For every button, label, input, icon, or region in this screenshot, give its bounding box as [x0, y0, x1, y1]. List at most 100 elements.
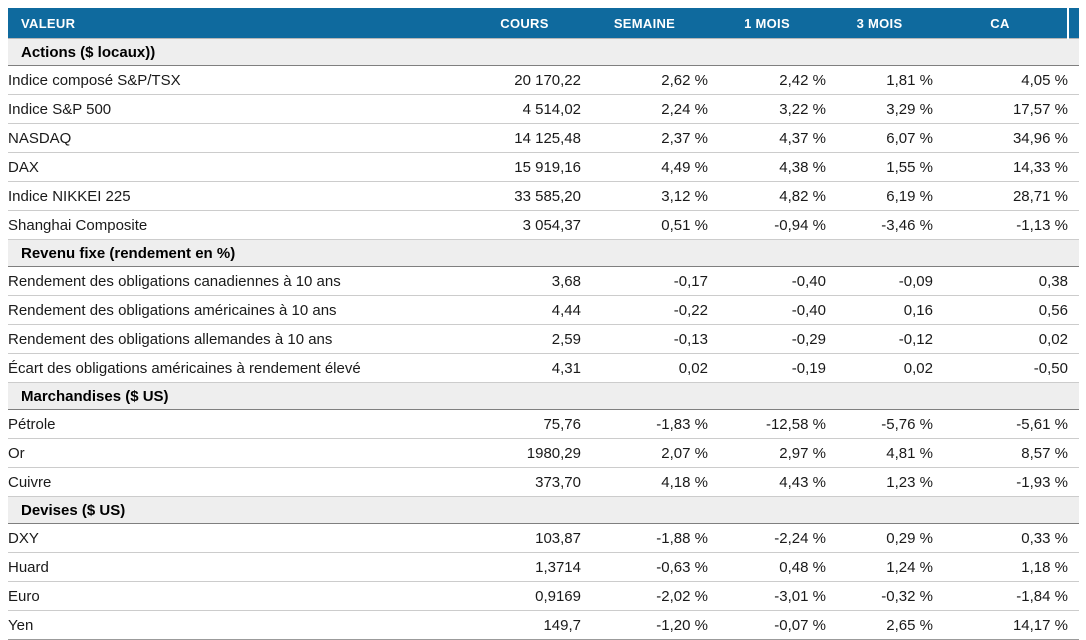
- spare-cell: [1068, 66, 1079, 95]
- 3mois-value: -0,12: [826, 325, 933, 354]
- table-row: Rendement des obligations allemandes à 1…: [8, 325, 1079, 354]
- 1mois-value: -12,58 %: [708, 410, 826, 439]
- cours-value: 4,31: [468, 354, 581, 383]
- semaine-value: -0,13: [581, 325, 708, 354]
- semaine-value: 4,18 %: [581, 468, 708, 497]
- spare-cell: [1068, 267, 1079, 296]
- column-header-semaine: SEMAINE: [581, 8, 708, 39]
- cours-value: 1,3714: [468, 553, 581, 582]
- row-label: Indice S&P 500: [8, 95, 468, 124]
- section-row: Devises ($ US): [8, 497, 1079, 524]
- table-row: Indice NIKKEI 22533 585,203,12 %4,82 %6,…: [8, 182, 1079, 211]
- cours-value: 3 054,37: [468, 211, 581, 240]
- table-row: Or1980,292,07 %2,97 %4,81 %8,57 %: [8, 439, 1079, 468]
- semaine-value: 3,12 %: [581, 182, 708, 211]
- section-title: Devises ($ US): [8, 497, 1079, 524]
- 3mois-value: 0,02: [826, 354, 933, 383]
- ca-value: -0,50: [933, 354, 1068, 383]
- table-row: Indice composé S&P/TSX20 170,222,62 %2,4…: [8, 66, 1079, 95]
- cours-value: 15 919,16: [468, 153, 581, 182]
- 3mois-value: 6,19 %: [826, 182, 933, 211]
- spare-cell: [1068, 211, 1079, 240]
- 1mois-value: 3,22 %: [708, 95, 826, 124]
- table-row: Cuivre373,704,18 %4,43 %1,23 %-1,93 %: [8, 468, 1079, 497]
- 3mois-value: -5,76 %: [826, 410, 933, 439]
- 3mois-value: 1,24 %: [826, 553, 933, 582]
- 1mois-value: 2,97 %: [708, 439, 826, 468]
- 3mois-value: 0,29 %: [826, 524, 933, 553]
- 1mois-value: 4,43 %: [708, 468, 826, 497]
- spare-cell: [1068, 582, 1079, 611]
- ca-value: 28,71 %: [933, 182, 1068, 211]
- semaine-value: -0,22: [581, 296, 708, 325]
- spare-cell: [1068, 439, 1079, 468]
- 1mois-value: -2,24 %: [708, 524, 826, 553]
- 1mois-value: -0,40: [708, 296, 826, 325]
- table-row: Yen149,7-1,20 %-0,07 %2,65 %14,17 %: [8, 611, 1079, 640]
- 3mois-value: -0,09: [826, 267, 933, 296]
- 3mois-value: -3,46 %: [826, 211, 933, 240]
- 1mois-value: 4,82 %: [708, 182, 826, 211]
- spare-cell: [1068, 611, 1079, 640]
- spare-cell: [1068, 124, 1079, 153]
- semaine-value: 2,07 %: [581, 439, 708, 468]
- cours-value: 149,7: [468, 611, 581, 640]
- column-header-1mois: 1 MOIS: [708, 8, 826, 39]
- cours-value: 4,44: [468, 296, 581, 325]
- ca-value: -1,93 %: [933, 468, 1068, 497]
- section-row: Revenu fixe (rendement en %): [8, 240, 1079, 267]
- cours-value: 20 170,22: [468, 66, 581, 95]
- 1mois-value: -0,29: [708, 325, 826, 354]
- ca-value: -1,13 %: [933, 211, 1068, 240]
- table-row: Euro0,9169-2,02 %-3,01 %-0,32 %-1,84 %: [8, 582, 1079, 611]
- row-label: Euro: [8, 582, 468, 611]
- column-header-spare: [1068, 8, 1079, 39]
- spare-cell: [1068, 325, 1079, 354]
- semaine-value: 4,49 %: [581, 153, 708, 182]
- cours-value: 1980,29: [468, 439, 581, 468]
- table-row: Rendement des obligations américaines à …: [8, 296, 1079, 325]
- spare-cell: [1068, 553, 1079, 582]
- ca-value: 0,38: [933, 267, 1068, 296]
- spare-cell: [1068, 182, 1079, 211]
- row-label: DXY: [8, 524, 468, 553]
- ca-value: 14,33 %: [933, 153, 1068, 182]
- semaine-value: -1,83 %: [581, 410, 708, 439]
- 3mois-value: -0,32 %: [826, 582, 933, 611]
- section-row: Actions ($ locaux)): [8, 39, 1079, 66]
- row-label: DAX: [8, 153, 468, 182]
- table-row: Indice S&P 5004 514,022,24 %3,22 %3,29 %…: [8, 95, 1079, 124]
- ca-value: 1,18 %: [933, 553, 1068, 582]
- cours-value: 2,59: [468, 325, 581, 354]
- semaine-value: -2,02 %: [581, 582, 708, 611]
- ca-value: 4,05 %: [933, 66, 1068, 95]
- column-header-valeur: VALEUR: [8, 8, 468, 39]
- column-header-ca: CA: [933, 8, 1068, 39]
- 1mois-value: 0,48 %: [708, 553, 826, 582]
- 3mois-value: 0,16: [826, 296, 933, 325]
- 1mois-value: 4,38 %: [708, 153, 826, 182]
- row-label: NASDAQ: [8, 124, 468, 153]
- 1mois-value: -0,19: [708, 354, 826, 383]
- table-row: Écart des obligations américaines à rend…: [8, 354, 1079, 383]
- ca-value: 34,96 %: [933, 124, 1068, 153]
- cours-value: 75,76: [468, 410, 581, 439]
- semaine-value: -1,20 %: [581, 611, 708, 640]
- semaine-value: -1,88 %: [581, 524, 708, 553]
- 1mois-value: -0,94 %: [708, 211, 826, 240]
- cours-value: 4 514,02: [468, 95, 581, 124]
- 1mois-value: -0,07 %: [708, 611, 826, 640]
- 3mois-value: 4,81 %: [826, 439, 933, 468]
- 3mois-value: 1,55 %: [826, 153, 933, 182]
- row-label: Pétrole: [8, 410, 468, 439]
- row-label: Huard: [8, 553, 468, 582]
- spare-cell: [1068, 95, 1079, 124]
- 3mois-value: 1,81 %: [826, 66, 933, 95]
- table-row: DAX15 919,164,49 %4,38 %1,55 %14,33 %: [8, 153, 1079, 182]
- ca-value: 8,57 %: [933, 439, 1068, 468]
- semaine-value: 2,37 %: [581, 124, 708, 153]
- semaine-value: 2,24 %: [581, 95, 708, 124]
- 1mois-value: -3,01 %: [708, 582, 826, 611]
- semaine-value: -0,63 %: [581, 553, 708, 582]
- ca-value: 0,33 %: [933, 524, 1068, 553]
